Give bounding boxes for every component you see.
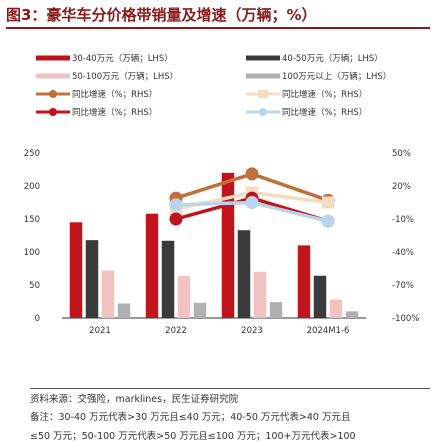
legend-swatch-30-40 [36,55,70,61]
source-text: 资料来源：交强险，marklines，民生证券研究院 [30,394,239,405]
source-divider [30,388,430,389]
line-marker-3-1 [245,196,259,209]
legend-item-yoy-50-100: 同比增速（%；RHS） [36,106,157,118]
bar-2024M1-6-2 [329,299,343,318]
legend-label-30-40: 30-40万元（万辆；LHS） [72,54,173,64]
legend-label-yoy-30-40: 同比增速（%；RHS） [72,90,158,100]
y2-tick-label: -10% [392,215,414,225]
bar-2022-0 [145,213,159,318]
y2-tick-label: 20% [392,182,411,192]
y2-tick-label: -100% [392,314,419,324]
legend-item-yoy-100plus: 同比增速（%；RHS） [246,106,367,118]
y-tick-label: 50 [29,281,40,291]
legend-swatch-yoy-40-50 [246,90,280,98]
line-marker-1-2 [322,196,334,209]
y-tick-label: 150 [24,215,40,225]
legend-swatch-40-50 [246,55,280,61]
line-marker-2-0 [169,212,183,226]
y2-tick-label: 50% [392,149,411,159]
bar-2023-3 [269,302,283,318]
legend-label-40-50: 40-50万元（万辆；LHS） [282,54,383,64]
y2-tick-label: -70% [392,281,414,291]
bar-2021-3 [117,303,131,318]
bar-2021-0 [69,222,83,318]
bar-2021-2 [101,270,115,318]
y-tick-label: 0 [35,314,40,324]
legend-item-30-40: 30-40万元（万辆；LHS） [36,52,173,64]
y-tick-label: 100 [24,248,40,258]
legend-item-40-50: 40-50万元（万辆；LHS） [246,52,383,64]
chart-plot: 0 50 100 150 200 250 -100% -70% -40% -10% 20% 50% 20… [24,149,420,336]
note-text: 备注：30-40 万元代表>30 万元且≤40 万元；40-50 万元代表>40… [30,412,351,423]
line-marker-0-1 [245,167,259,181]
line-marker-3-0 [169,198,183,212]
y2-tick-label: -40% [392,248,414,258]
bar-2022-1 [161,240,175,318]
legend-item-yoy-40-50: 同比增速（%；RHS） [246,88,367,100]
legend-swatch-50-100 [36,73,70,79]
legend-label-yoy-50-100: 同比增速（%；RHS） [72,108,158,118]
x-tick-label: 2023 [241,326,263,336]
note-text-continued: ≤50 万元；50-100 万元代表>50 万元且≤100 万元；100+万元代… [30,431,356,442]
x-tick-label: 2024M1-6 [307,326,350,336]
bar-2023-1 [237,230,251,318]
legend-label-yoy-100plus: 同比增速（%；RHS） [282,108,368,118]
legend-item-100plus: 100万元以上（万辆；LHS） [246,70,391,82]
bar-2024M1-6-1 [313,275,327,318]
legend-item-50-100: 50-100万元（万辆；LHS） [36,70,178,82]
legend-swatch-yoy-30-40 [36,90,70,98]
legend-label-50-100: 50-100万元（万辆；LHS） [72,72,179,82]
legend-label-100plus: 100万元以上（万辆；LHS） [282,72,392,82]
legend-item-yoy-30-40: 同比增速（%；RHS） [36,88,157,100]
legend-swatch-100plus [246,73,280,79]
legend-swatch-yoy-100plus [246,108,280,116]
line-marker-3-2 [321,214,335,228]
y-tick-label: 200 [24,182,40,192]
x-tick-label: 2022 [165,326,187,336]
bar-2021-1 [85,240,99,318]
bar-2023-0 [221,172,235,318]
y-tick-label: 250 [24,149,40,159]
title-divider [6,27,430,29]
bar-2022-3 [193,302,207,318]
bar-2022-2 [177,275,191,318]
bar-2024M1-6-3 [345,311,359,318]
legend-swatch-yoy-50-100 [36,108,70,116]
figure-title: 图3：豪华车分价格带销量及增速（万辆；%） [6,6,317,24]
legend-label-yoy-40-50: 同比增速（%；RHS） [282,90,368,100]
bar-2024M1-6-0 [297,245,311,318]
x-tick-label: 2021 [89,326,111,336]
bar-2023-2 [253,271,267,318]
